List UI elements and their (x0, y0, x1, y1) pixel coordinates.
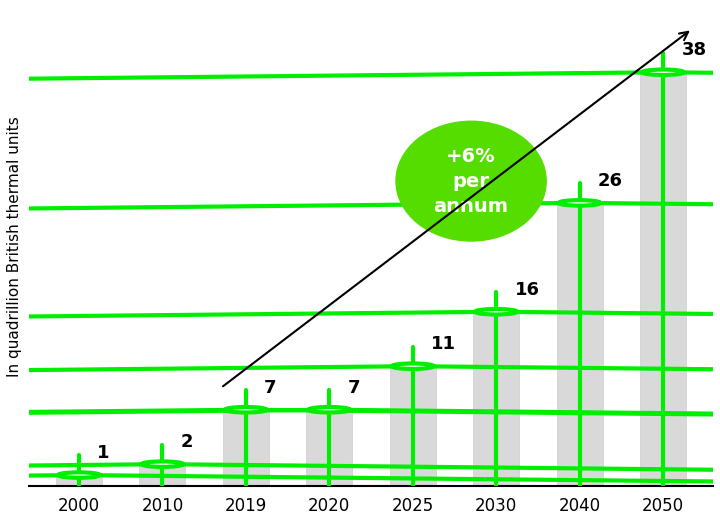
Circle shape (225, 407, 266, 412)
Text: 2: 2 (181, 433, 193, 451)
Text: 38: 38 (681, 41, 706, 59)
Circle shape (308, 407, 350, 412)
Circle shape (58, 472, 100, 478)
Bar (223, 410, 269, 486)
Circle shape (642, 69, 684, 75)
Circle shape (475, 309, 517, 314)
Text: 11: 11 (431, 335, 456, 353)
Circle shape (559, 200, 600, 206)
Bar (306, 410, 352, 486)
Circle shape (392, 363, 433, 369)
Bar (640, 72, 686, 486)
Text: 1: 1 (97, 444, 110, 462)
Bar (473, 312, 519, 486)
Text: 16: 16 (515, 281, 539, 299)
Ellipse shape (396, 121, 546, 241)
Bar (140, 464, 185, 486)
Y-axis label: In quadrillion British thermal units: In quadrillion British thermal units (7, 116, 22, 377)
Bar (56, 475, 102, 486)
Text: 7: 7 (348, 378, 360, 397)
Bar (390, 366, 436, 486)
Text: +6%
per
annum: +6% per annum (433, 147, 508, 216)
Bar (557, 203, 603, 486)
Text: 26: 26 (598, 172, 623, 190)
Text: 7: 7 (264, 378, 276, 397)
Circle shape (142, 461, 184, 467)
